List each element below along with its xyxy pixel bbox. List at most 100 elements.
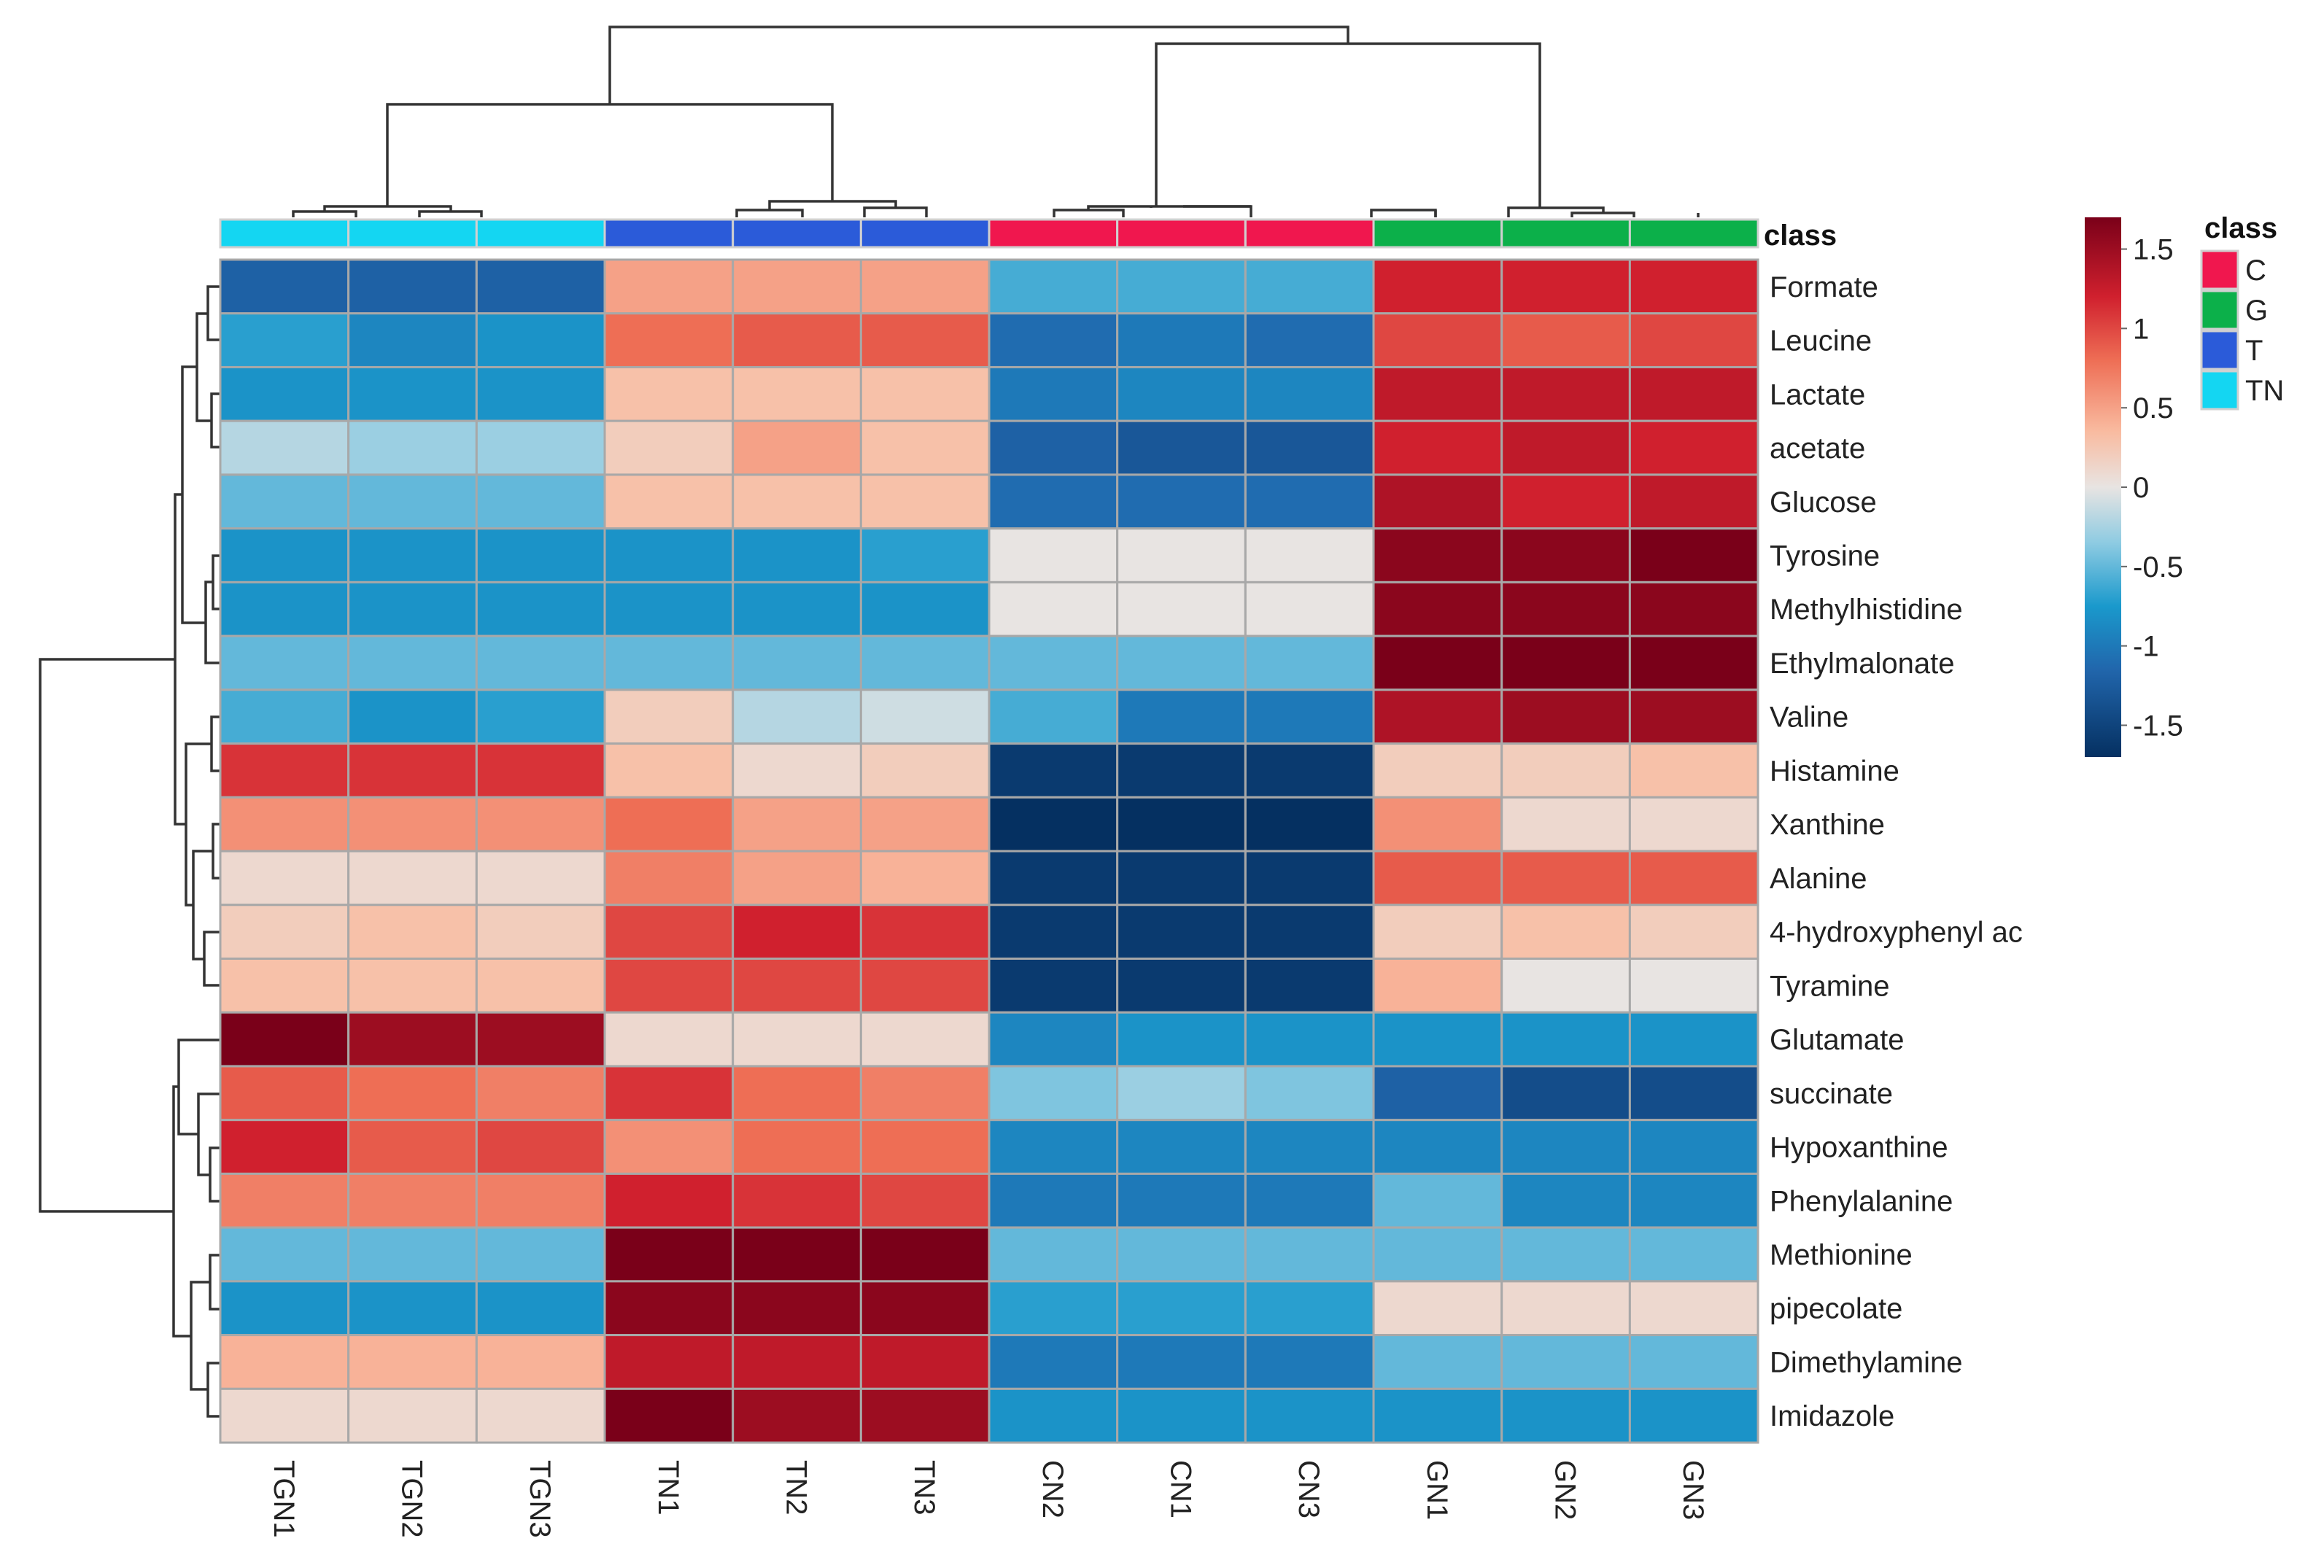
heatmap-cell (347, 1011, 478, 1068)
column-label: GN3 (1677, 1460, 1709, 1520)
heatmap-cell (1244, 634, 1375, 691)
heatmap-cell (475, 1119, 606, 1175)
heatmap-cell (859, 1065, 991, 1122)
heatmap-cell (219, 1065, 350, 1122)
row-label: Tyramine (1770, 970, 1890, 1002)
heatmap-cell (1372, 1172, 1503, 1229)
heatmap-cell (859, 742, 991, 799)
heatmap-cell (1116, 1172, 1247, 1229)
heatmap-cell (347, 1280, 478, 1337)
heatmap-cell (1372, 1011, 1503, 1068)
heatmap-cell (859, 904, 991, 960)
row-label: pipecolate (1770, 1293, 1902, 1325)
heatmap-cell (475, 957, 606, 1014)
heatmap-cell (1500, 527, 1631, 583)
column-label: TN1 (652, 1460, 684, 1515)
heatmap-cell (603, 365, 735, 422)
class-bar-cell (859, 218, 991, 249)
heatmap-cell (475, 634, 606, 691)
heatmap-cell (475, 904, 606, 960)
heatmap-cell (1500, 365, 1631, 422)
class-annotation-label: class (1764, 220, 1837, 252)
class-legend: class CGT TN (2200, 212, 2284, 411)
heatmap-cell (475, 1387, 606, 1444)
heatmap-cell (347, 1172, 478, 1229)
heatmap-cell (1628, 634, 1759, 691)
heatmap-cell (1244, 258, 1375, 315)
heatmap-cell (475, 796, 606, 853)
heatmap-cell (347, 365, 478, 422)
heatmap-cell (1372, 1387, 1503, 1444)
heatmap-cell (347, 904, 478, 960)
heatmap-cell (732, 1334, 862, 1390)
heatmap-cell (988, 1065, 1119, 1122)
heatmap-cell (219, 742, 350, 799)
heatmap-cell (1116, 419, 1247, 476)
heatmap-cell (1372, 258, 1503, 315)
heatmap-cell (1116, 527, 1247, 583)
heatmap-cell (1372, 634, 1503, 691)
heatmap-cell (1244, 742, 1375, 799)
heatmap-cell (859, 1226, 991, 1283)
heatmap-cell (1628, 1065, 1759, 1122)
heatmap-cell (603, 904, 735, 960)
heatmap-cell (988, 1172, 1119, 1229)
heatmap-cell (859, 1387, 991, 1444)
heatmap-cell (1500, 904, 1631, 960)
heatmap-cell (1628, 904, 1759, 960)
column-label: TGN3 (524, 1460, 556, 1538)
column-label: CN2 (1037, 1460, 1069, 1518)
heatmap-cell (219, 312, 350, 368)
heatmap-cell (732, 688, 862, 745)
heatmap-cell (219, 957, 350, 1014)
heatmap-cell (859, 419, 991, 476)
column-label: CN1 (1165, 1460, 1197, 1518)
heatmap-cell (1500, 850, 1631, 907)
class-bar-cell (1628, 218, 1759, 249)
heatmap-cell (1628, 796, 1759, 853)
heatmap-cell (219, 1119, 350, 1175)
heatmap-cell (219, 581, 350, 637)
heatmap-cell (1116, 365, 1247, 422)
heatmap-cell (603, 1226, 735, 1283)
heatmap-cell (1244, 688, 1375, 745)
column-labels: TGN1 TGN2 TGN3 TN1 TN2 TN3 CN2 CN1 CN3 GN1 GN2 GN3 (268, 1460, 1709, 1538)
heatmap-cell (1628, 1280, 1759, 1337)
heatmap-cell (347, 850, 478, 907)
heatmap-cell (732, 1172, 862, 1229)
row-labels: Formate Leucine Lactate acetate Glucose Tyros… (1770, 271, 2023, 1432)
heatmap-cell (1628, 581, 1759, 637)
heatmap-cell (475, 688, 606, 745)
row-label: Formate (1770, 271, 1878, 303)
heatmap-cell (1244, 1172, 1375, 1229)
heatmap-cell (1628, 365, 1759, 422)
heatmap-cell (347, 312, 478, 368)
heatmap-cell (219, 1334, 350, 1390)
heatmap-cell (988, 1334, 1119, 1390)
heatmap-cell (1372, 688, 1503, 745)
heatmap-cell (219, 1226, 350, 1283)
heatmap-cell (1372, 1334, 1503, 1390)
heatmap-cell (347, 527, 478, 583)
class-legend-label: TN (2245, 375, 2284, 407)
heatmap-cell (603, 796, 735, 853)
heatmap-cell (1500, 742, 1631, 799)
heatmap-cell (219, 850, 350, 907)
heatmap-cell (603, 581, 735, 637)
heatmap-cell (603, 634, 735, 691)
heatmap-cell (603, 258, 735, 315)
heatmap-cell (1628, 688, 1759, 745)
heatmap-cell (603, 688, 735, 745)
heatmap-cell (988, 473, 1119, 530)
row-label: 4-hydroxyphenyl ac (1770, 917, 2023, 949)
heatmap-cell (732, 365, 862, 422)
heatmap-cell (347, 258, 478, 315)
heatmap-cell (859, 1119, 991, 1175)
heatmap-cell (988, 1119, 1119, 1175)
heatmap-cell (1244, 1387, 1375, 1444)
column-label: GN1 (1421, 1460, 1453, 1520)
heatmap-cell (1500, 688, 1631, 745)
heatmap-cell (1116, 1280, 1247, 1337)
heatmap-cell (1116, 473, 1247, 530)
heatmap-cell (1628, 258, 1759, 315)
